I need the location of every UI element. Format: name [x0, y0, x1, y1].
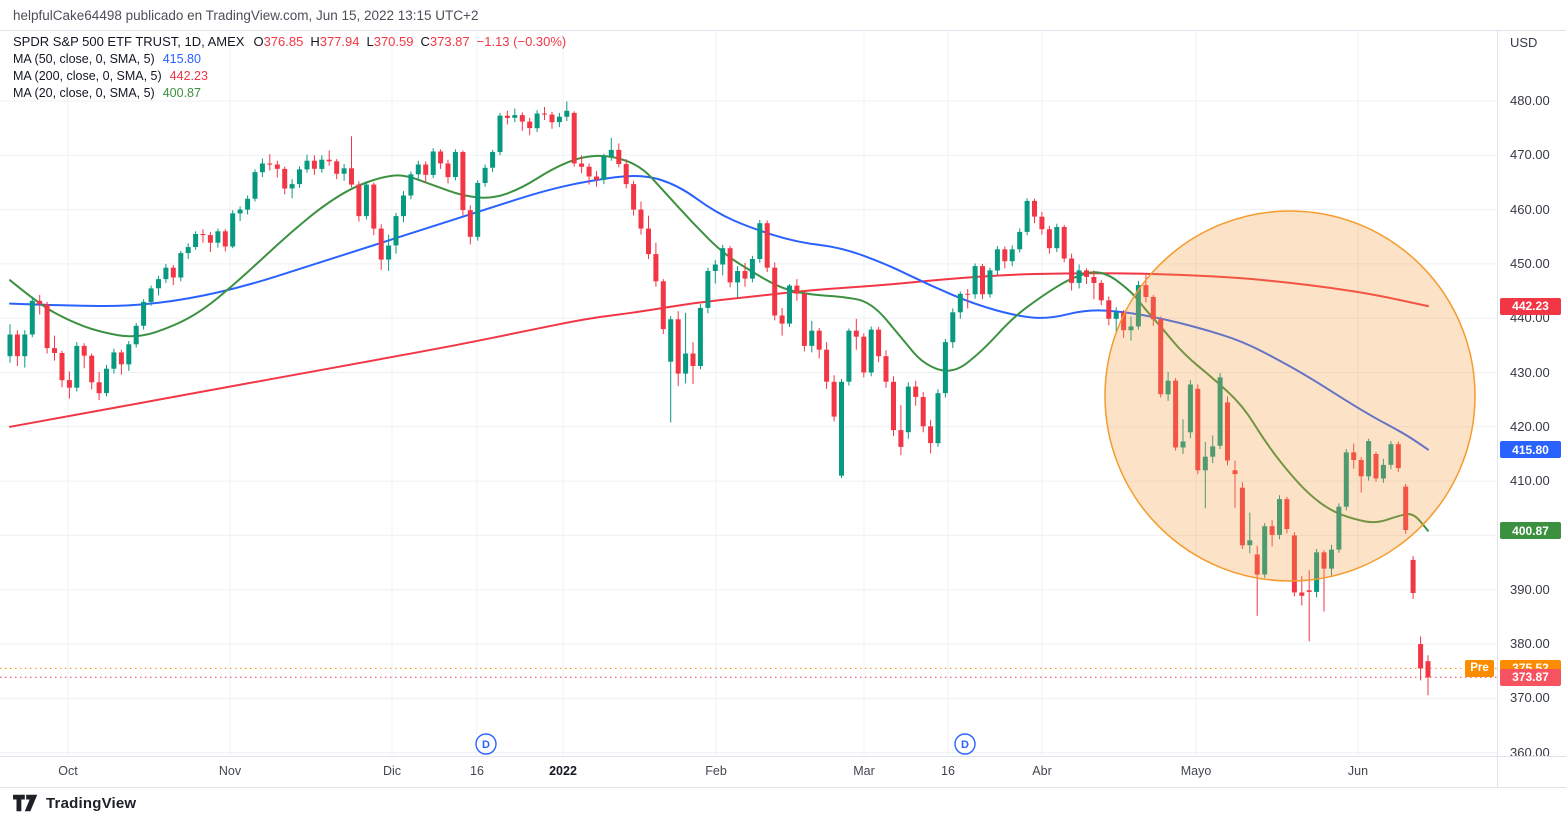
axis-corner	[1497, 756, 1566, 787]
brand-footer[interactable]: TradingView	[13, 791, 136, 815]
time-tick-label: Oct	[58, 764, 78, 778]
price-level-lines	[0, 667, 1497, 678]
time-tick-label: Mar	[853, 764, 875, 778]
price-badge: 400.87	[1500, 522, 1561, 540]
highlight-circle-annotation[interactable]	[1104, 210, 1476, 582]
price-tick-label: 370.00	[1510, 690, 1550, 706]
time-tick-label: Jun	[1347, 764, 1369, 778]
time-tick-label: Mayo	[1180, 764, 1212, 778]
price-badge: 373.87	[1500, 668, 1561, 686]
price-tick-label: 450.00	[1510, 255, 1550, 271]
price-tick-label: 360.00	[1510, 744, 1550, 760]
ohlc-item: H377.94	[310, 34, 360, 49]
publish-header: helpfulCake64498 publicado en TradingVie…	[0, 0, 1566, 30]
publish-text: helpfulCake64498 publicado en TradingVie…	[13, 7, 479, 23]
legend-ma-row[interactable]: MA (200, close, 0, SMA, 5) 442.23	[13, 67, 566, 84]
time-tick-label: Dic	[382, 764, 402, 778]
price-tick-label: 390.00	[1510, 581, 1550, 597]
price-tick-label: 460.00	[1510, 201, 1550, 217]
dividend-marker-icon: D	[475, 733, 497, 755]
time-tick-label: Feb	[705, 764, 727, 778]
price-tick-label: 470.00	[1510, 147, 1550, 163]
price-axis[interactable]: USD 480.00 470.00 460.00 450.00 440.00 430.00…	[1497, 31, 1566, 760]
ma-label: MA (50, close, 0, SMA, 5)	[13, 51, 155, 66]
tradingview-logo-icon	[13, 794, 38, 812]
dividend-marker-icon: D	[954, 733, 976, 755]
time-tick-label: Nov	[218, 764, 242, 778]
ohlc-item: O376.85	[253, 34, 304, 49]
price-badge: 415.80	[1500, 441, 1561, 459]
price-badge: 442.23	[1500, 297, 1561, 315]
time-tick-label: Abr	[1032, 764, 1052, 778]
time-tick-label: 16	[470, 764, 484, 778]
change-value: −1.13 (−0.30%)	[476, 34, 567, 49]
legend-ma-row[interactable]: MA (50, close, 0, SMA, 5) 415.80	[13, 50, 566, 67]
price-tick-label: 480.00	[1510, 93, 1550, 108]
legend-symbol-row[interactable]: SPDR S&P 500 ETF TRUST, 1D, AMEX O376.85…	[13, 33, 566, 50]
svg-text:D: D	[961, 739, 969, 751]
ma-lines	[9, 154, 1429, 532]
legend-ma-row[interactable]: MA (20, close, 0, SMA, 5) 400.87	[13, 84, 566, 101]
candles-layer[interactable]	[7, 101, 1431, 696]
currency-label: USD	[1510, 35, 1538, 50]
price-tick-label: 420.00	[1510, 418, 1550, 434]
brand-name: TradingView	[46, 794, 137, 812]
symbol-title: SPDR S&P 500 ETF TRUST, 1D, AMEX	[13, 34, 245, 49]
ma-label: MA (200, close, 0, SMA, 5)	[13, 68, 162, 83]
ma-value: 442.23	[169, 68, 208, 83]
ohlc-values: O376.85 H377.94 L370.59 C373.87	[253, 34, 476, 49]
price-tick-label: 410.00	[1510, 473, 1550, 489]
ma-value: 415.80	[162, 51, 201, 66]
ma-value: 400.87	[162, 85, 201, 100]
time-axis[interactable]: Oct Nov Dic 16 2022 Feb Mar 16 Abr Mayo Jun	[0, 756, 1497, 787]
svg-text:D: D	[482, 739, 490, 751]
ohlc-item: L370.59	[366, 34, 414, 49]
legend-ma-rows: MA (50, close, 0, SMA, 5) 415.80 MA (200, …	[13, 50, 566, 101]
legend: SPDR S&P 500 ETF TRUST, 1D, AMEX O376.85…	[13, 33, 566, 101]
ma-label: MA (20, close, 0, SMA, 5)	[13, 85, 155, 100]
price-tick-label: 380.00	[1510, 636, 1550, 652]
price-tick-label: 430.00	[1510, 364, 1550, 380]
time-tick-label: 16	[941, 764, 955, 778]
ohlc-item: C373.87	[420, 34, 470, 49]
time-tick-label: 2022	[549, 764, 577, 778]
premarket-chip: Pre	[1465, 659, 1494, 677]
